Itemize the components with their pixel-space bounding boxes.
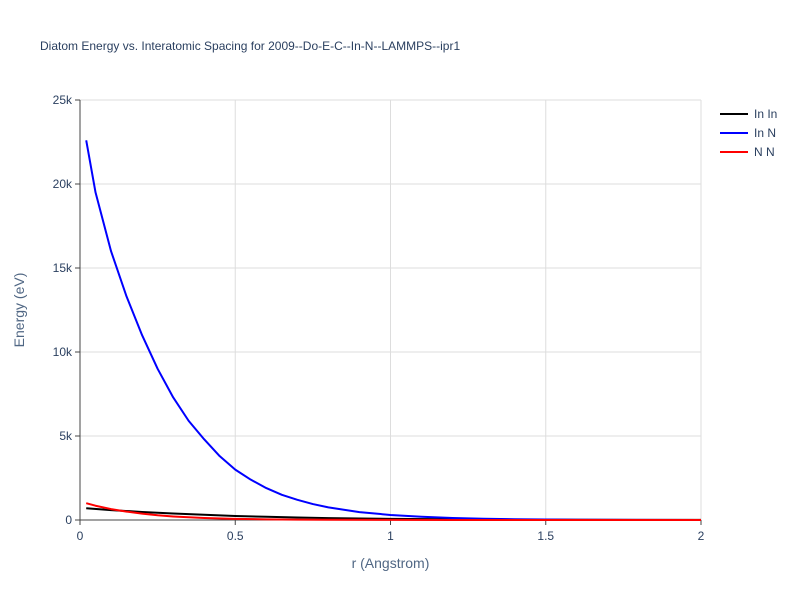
x-tick-label: 1.5 (537, 529, 554, 543)
x-tick-label: 0.5 (227, 529, 244, 543)
y-tick-label: 15k (53, 261, 73, 275)
x-tick-label: 2 (698, 529, 705, 543)
y-tick-label: 0 (65, 513, 72, 527)
y-tick-label: 5k (59, 429, 73, 443)
legend-label: In N (754, 126, 776, 140)
series-line-n-n (85, 502, 701, 521)
grid (80, 99, 702, 520)
legend-label: N N (754, 145, 775, 159)
legend-item[interactable]: In N (720, 126, 776, 140)
y-axis-title: Energy (eV) (11, 273, 27, 348)
x-axis-title: r (Angstrom) (352, 555, 430, 571)
plot-area (85, 140, 702, 521)
chart-title: Diatom Energy vs. Interatomic Spacing fo… (40, 39, 460, 53)
legend-item[interactable]: In In (720, 107, 777, 121)
legend-label: In In (754, 107, 777, 121)
series-line-in-in (86, 507, 702, 521)
legend-item[interactable]: N N (720, 145, 775, 159)
legend: In In In N N N (720, 107, 777, 159)
y-tick-label: 10k (53, 345, 73, 359)
x-tick-label: 0 (77, 529, 84, 543)
axes: 0 0.5 1 1.5 2 0 5k 10k 15k 20k 25k (53, 93, 705, 543)
series-line-in-n (85, 140, 702, 521)
x-tick-label: 1 (387, 529, 394, 543)
y-tick-label: 20k (53, 177, 73, 191)
y-tick-label: 25k (53, 93, 73, 107)
